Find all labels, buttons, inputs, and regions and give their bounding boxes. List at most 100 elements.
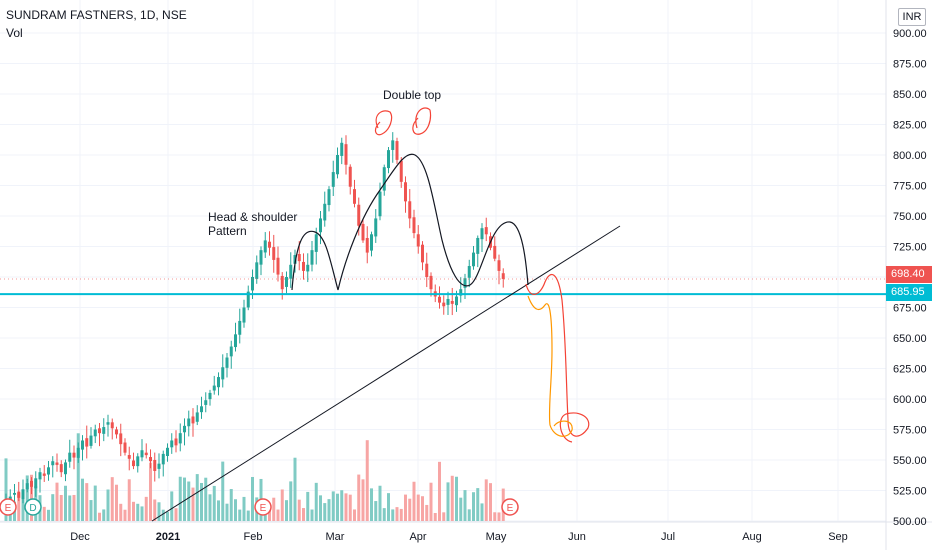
double-top-annotation[interactable]: Double top: [383, 88, 442, 102]
candle-body[interactable]: [378, 191, 382, 217]
earnings-marker[interactable]: [254, 498, 272, 516]
candle-body[interactable]: [348, 166, 352, 187]
candle-body[interactable]: [425, 263, 429, 277]
candle-body[interactable]: [404, 182, 407, 202]
candle-body[interactable]: [144, 452, 148, 456]
candle-body[interactable]: [123, 442, 127, 453]
projection-path-red[interactable]: [525, 273, 590, 443]
candle-body[interactable]: [38, 472, 42, 480]
candle-body[interactable]: [331, 172, 335, 187]
earnings-marker[interactable]: [0, 498, 17, 516]
candle-body[interactable]: [374, 218, 378, 237]
candle-body[interactable]: [263, 240, 267, 253]
candle-body[interactable]: [310, 250, 314, 265]
candle-body[interactable]: [501, 273, 505, 279]
candle-body[interactable]: [306, 264, 310, 272]
candle-body[interactable]: [136, 456, 140, 467]
candle-body[interactable]: [327, 189, 331, 206]
candle-body[interactable]: [81, 440, 84, 450]
candle-body[interactable]: [34, 478, 38, 489]
candle-body[interactable]: [276, 257, 280, 275]
volume-label[interactable]: Vol: [6, 26, 23, 40]
candle-body[interactable]: [47, 467, 50, 475]
candle-body[interactable]: [285, 277, 288, 287]
candle-body[interactable]: [200, 406, 203, 413]
candle-body[interactable]: [229, 346, 233, 357]
candle-body[interactable]: [76, 447, 80, 458]
candle-body[interactable]: [297, 254, 301, 262]
candle-body[interactable]: [17, 491, 21, 498]
candle-body[interactable]: [64, 462, 67, 475]
candle-body[interactable]: [132, 460, 135, 467]
candle-body[interactable]: [493, 245, 497, 259]
candle-body[interactable]: [391, 140, 395, 150]
candle-body[interactable]: [344, 144, 348, 165]
rising-trend-line[interactable]: [151, 225, 621, 522]
candle-body[interactable]: [161, 453, 165, 465]
candle-body[interactable]: [450, 300, 454, 304]
candle-body[interactable]: [272, 247, 276, 260]
candle-body[interactable]: [178, 433, 182, 444]
candle-body[interactable]: [85, 438, 89, 447]
candle-body[interactable]: [259, 250, 263, 265]
candle-body[interactable]: [289, 264, 293, 279]
candle-body[interactable]: [370, 234, 373, 251]
candle-body[interactable]: [166, 447, 169, 457]
candle-body[interactable]: [93, 429, 97, 437]
candle-body[interactable]: [357, 204, 361, 226]
candle-body[interactable]: [89, 435, 93, 446]
candle-body[interactable]: [408, 201, 412, 219]
candle-body[interactable]: [497, 260, 501, 271]
candle-body[interactable]: [238, 320, 242, 335]
symbol-title[interactable]: SUNDRAM FASTNERS, 1D, NSE: [6, 8, 187, 22]
candle-body[interactable]: [221, 367, 225, 380]
candle-body[interactable]: [472, 252, 475, 267]
candle-body[interactable]: [174, 438, 178, 446]
candle-body[interactable]: [68, 452, 72, 462]
candle-body[interactable]: [115, 429, 118, 435]
candle-body[interactable]: [416, 234, 420, 247]
candle-body[interactable]: [98, 428, 101, 434]
candle-body[interactable]: [149, 457, 152, 462]
candle-body[interactable]: [42, 473, 46, 476]
candle-body[interactable]: [455, 296, 458, 306]
candle-body[interactable]: [476, 237, 480, 254]
candle-body[interactable]: [484, 227, 488, 235]
candle-body[interactable]: [251, 277, 254, 291]
candle-body[interactable]: [106, 422, 110, 425]
candle-body[interactable]: [127, 455, 131, 459]
candle-body[interactable]: [21, 489, 25, 500]
candle-body[interactable]: [442, 302, 446, 307]
candle-body[interactable]: [319, 218, 322, 233]
candle-body[interactable]: [323, 203, 327, 221]
candle-body[interactable]: [208, 392, 212, 400]
dividend-marker[interactable]: [24, 498, 42, 516]
double-top-mark-left[interactable]: [374, 110, 393, 136]
candle-body[interactable]: [217, 377, 220, 388]
candle-body[interactable]: [255, 262, 259, 279]
double-top-mark-right[interactable]: [412, 107, 432, 135]
candle-body[interactable]: [30, 480, 33, 487]
candle-body[interactable]: [467, 266, 471, 278]
projection-path-orange[interactable]: [527, 295, 573, 437]
head-shoulder-drawing[interactable]: [291, 153, 529, 291]
candle-body[interactable]: [183, 425, 186, 433]
head-shoulder-annotation-line2[interactable]: Pattern: [208, 224, 247, 238]
candle-body[interactable]: [387, 150, 390, 169]
candle-body[interactable]: [268, 241, 271, 248]
candle-body[interactable]: [365, 237, 369, 253]
candle-body[interactable]: [225, 357, 229, 368]
candle-body[interactable]: [280, 275, 284, 290]
candle-body[interactable]: [336, 155, 339, 175]
candle-body[interactable]: [302, 261, 305, 271]
candle-body[interactable]: [399, 160, 403, 182]
head-shoulder-annotation-line1[interactable]: Head & shoulder: [208, 210, 298, 224]
candle-body[interactable]: [119, 433, 123, 445]
candle-body[interactable]: [429, 275, 433, 290]
candle-body[interactable]: [382, 167, 386, 191]
candle-body[interactable]: [59, 464, 63, 473]
candle-body[interactable]: [110, 422, 114, 429]
earnings-marker[interactable]: [501, 498, 519, 516]
candle-body[interactable]: [25, 483, 29, 490]
